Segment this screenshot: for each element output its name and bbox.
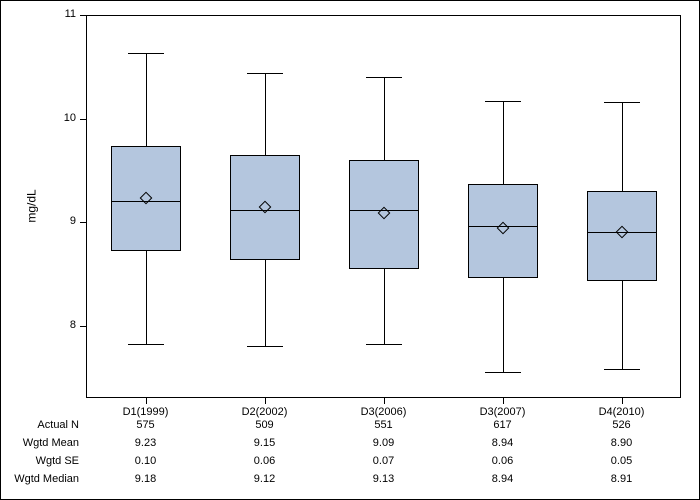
whisker-cap — [485, 372, 521, 373]
whisker-cap — [128, 344, 164, 345]
stats-cell: 0.06 — [492, 455, 513, 467]
stats-row-label: Actual N — [9, 419, 79, 431]
y-tick — [80, 15, 86, 16]
chart-frame: mg/dL 8 9 10 11 D1(1999) D2(2002) D3(2006) D3(2… — [0, 0, 700, 500]
y-tick — [80, 119, 86, 120]
stats-cell: 8.94 — [492, 473, 513, 485]
whisker — [622, 102, 623, 191]
whisker — [265, 260, 266, 346]
y-axis-label: mg/dL — [25, 189, 39, 222]
stats-cell: 617 — [493, 419, 511, 431]
x-tick — [384, 398, 385, 404]
whisker — [384, 77, 385, 160]
whisker-cap — [247, 346, 283, 347]
whisker — [146, 251, 147, 344]
x-tick — [622, 398, 623, 404]
x-category-label: D2(2002) — [242, 406, 288, 418]
stats-cell: 551 — [374, 419, 392, 431]
stats-cell: 9.09 — [373, 437, 394, 449]
stats-cell: 509 — [255, 419, 273, 431]
stats-cell: 575 — [136, 419, 154, 431]
stats-cell: 8.91 — [611, 473, 632, 485]
x-category-label: D3(2006) — [361, 406, 407, 418]
y-tick — [80, 326, 86, 327]
whisker-cap — [366, 344, 402, 345]
whisker — [503, 278, 504, 372]
x-tick — [146, 398, 147, 404]
stats-cell: 8.90 — [611, 437, 632, 449]
whisker — [265, 73, 266, 155]
whisker-cap — [604, 102, 640, 103]
y-tick — [80, 222, 86, 223]
stats-cell: 9.12 — [254, 473, 275, 485]
stats-cell: 9.18 — [135, 473, 156, 485]
stats-cell: 9.13 — [373, 473, 394, 485]
x-category-label: D3(2007) — [480, 406, 526, 418]
stats-cell: 526 — [612, 419, 630, 431]
x-category-label: D4(2010) — [599, 406, 645, 418]
whisker-cap — [128, 53, 164, 54]
stats-row-label: Wgtd Median — [9, 473, 79, 485]
x-tick — [503, 398, 504, 404]
y-tick-label: 10 — [46, 112, 76, 124]
stats-cell: 0.05 — [611, 455, 632, 467]
whisker — [622, 281, 623, 369]
stats-row-label: Wgtd SE — [9, 455, 79, 467]
whisker — [503, 101, 504, 184]
stats-row-label: Wgtd Mean — [9, 437, 79, 449]
stats-cell: 0.06 — [254, 455, 275, 467]
stats-cell: 0.07 — [373, 455, 394, 467]
whisker-cap — [485, 101, 521, 102]
stats-cell: 9.15 — [254, 437, 275, 449]
stats-cell: 0.10 — [135, 455, 156, 467]
whisker-cap — [247, 73, 283, 74]
stats-cell: 8.94 — [492, 437, 513, 449]
y-tick-label: 9 — [46, 215, 76, 227]
whisker-cap — [366, 77, 402, 78]
whisker-cap — [604, 369, 640, 370]
x-category-label: D1(1999) — [123, 406, 169, 418]
stats-cell: 9.23 — [135, 437, 156, 449]
x-tick — [265, 398, 266, 404]
y-tick-label: 11 — [46, 8, 76, 20]
whisker — [146, 53, 147, 146]
y-tick-label: 8 — [46, 319, 76, 331]
whisker — [384, 269, 385, 345]
